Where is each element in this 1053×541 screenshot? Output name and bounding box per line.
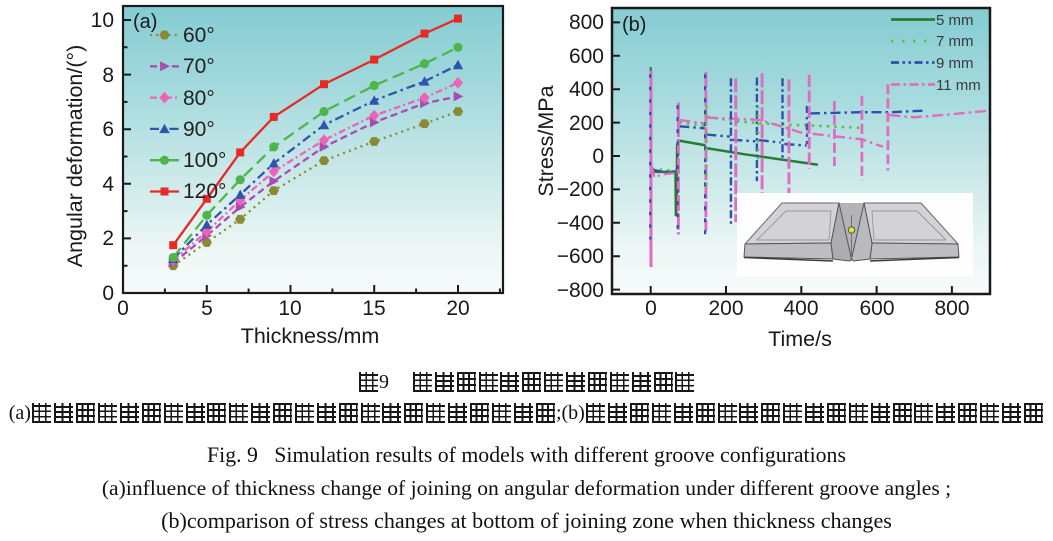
- svg-text:80°: 80°: [183, 87, 215, 110]
- svg-text:−600: −600: [557, 245, 604, 268]
- svg-text:Angular deformation/(°): Angular deformation/(°): [63, 45, 87, 268]
- svg-text:Stress/MPa: Stress/MPa: [534, 85, 558, 196]
- svg-text:600: 600: [859, 297, 894, 320]
- svg-text:400: 400: [569, 78, 604, 101]
- svg-text:800: 800: [934, 297, 969, 320]
- svg-text:0: 0: [592, 145, 604, 168]
- svg-text:6: 6: [102, 118, 114, 141]
- svg-text:0: 0: [645, 297, 657, 320]
- svg-text:15: 15: [362, 297, 385, 320]
- svg-text:(b): (b): [622, 14, 646, 36]
- svg-text:11 mm: 11 mm: [936, 77, 981, 94]
- svg-text:400: 400: [783, 297, 818, 320]
- svg-text:90°: 90°: [183, 118, 215, 141]
- svg-text:70°: 70°: [183, 55, 215, 78]
- svg-text:−800: −800: [557, 279, 604, 302]
- svg-text:200: 200: [708, 297, 743, 320]
- svg-text:5: 5: [201, 297, 213, 320]
- svg-text:60°: 60°: [183, 24, 215, 47]
- svg-text:9 mm: 9 mm: [936, 55, 974, 72]
- svg-text:Time/s: Time/s: [768, 327, 832, 351]
- svg-text:10: 10: [278, 297, 301, 320]
- svg-text:800: 800: [569, 11, 604, 34]
- svg-text:2: 2: [102, 227, 114, 250]
- svg-text:−200: −200: [557, 178, 604, 201]
- svg-text:7 mm: 7 mm: [936, 33, 974, 50]
- svg-text:600: 600: [569, 45, 604, 68]
- svg-text:100°: 100°: [183, 149, 226, 172]
- svg-text:20: 20: [446, 297, 469, 320]
- svg-text:(a): (a): [133, 11, 157, 33]
- svg-text:0: 0: [102, 282, 114, 305]
- svg-text:8: 8: [102, 64, 114, 87]
- svg-text:10: 10: [91, 9, 114, 32]
- svg-text:200: 200: [569, 112, 604, 135]
- svg-text:5 mm: 5 mm: [936, 12, 974, 29]
- svg-text:Thickness/mm: Thickness/mm: [241, 324, 380, 348]
- svg-text:120°: 120°: [183, 180, 226, 203]
- svg-text:4: 4: [102, 173, 114, 196]
- svg-text:0: 0: [117, 297, 129, 320]
- svg-text:−400: −400: [557, 212, 604, 235]
